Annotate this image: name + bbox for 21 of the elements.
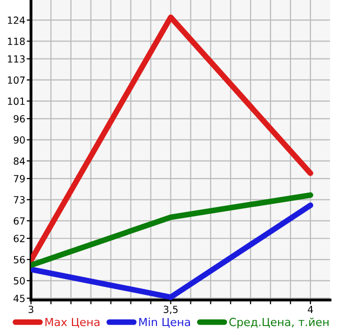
y-tick-label: 45 bbox=[14, 294, 25, 302]
y-tick-label: 113 bbox=[8, 55, 25, 63]
legend-label: Max Цена bbox=[45, 318, 100, 328]
legend-label: Min Цена bbox=[139, 318, 190, 328]
y-tick-label: 107 bbox=[8, 76, 25, 84]
y-tick-label: 56 bbox=[14, 256, 25, 264]
y-tick-label: 50 bbox=[14, 277, 25, 284]
y-tick-label: 124 bbox=[8, 16, 25, 24]
x-tick-label: 4 bbox=[308, 306, 313, 313]
y-tick-label: 67 bbox=[14, 217, 25, 225]
legend-label: Сред.Цена, т.йен bbox=[229, 318, 329, 328]
y-tick-label: 118 bbox=[8, 38, 25, 46]
y-tick-label: 101 bbox=[8, 98, 25, 105]
y-tick-label: 73 bbox=[14, 196, 25, 204]
y-tick-label: 90 bbox=[14, 136, 25, 144]
y-tick-label: 84 bbox=[14, 157, 25, 165]
y-tick-label: 62 bbox=[14, 234, 24, 242]
y-tick-label: 96 bbox=[14, 115, 25, 122]
y-tick-label: 79 bbox=[14, 175, 25, 182]
x-tick-label: 3 bbox=[28, 306, 34, 314]
x-tick-label: 3,5 bbox=[164, 306, 178, 314]
